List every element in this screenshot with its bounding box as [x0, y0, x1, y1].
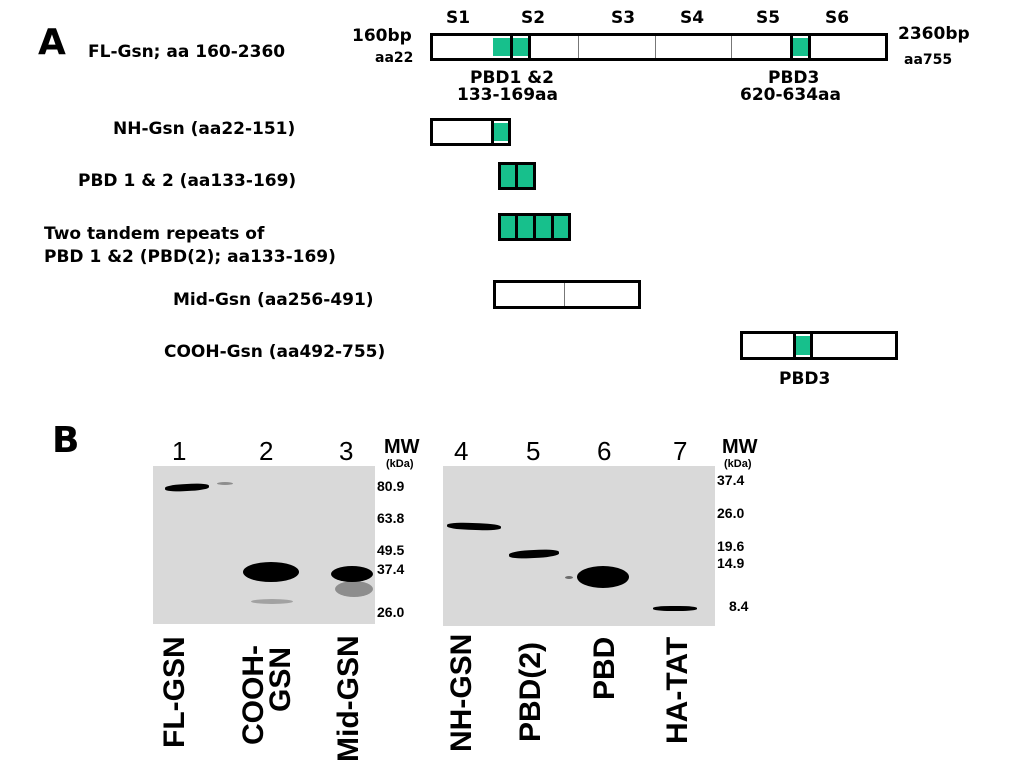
- pbd3-domain: [793, 38, 808, 56]
- pbd12-label: PBD1 &2: [470, 68, 554, 88]
- segment-label-s2: S2: [521, 8, 546, 28]
- fl-gsn-label: FL-Gsn; aa 160-2360: [88, 42, 286, 62]
- right-marker-37-4: 37.4: [717, 472, 745, 488]
- lane-number-5: 5: [526, 436, 541, 466]
- end-bp-label: 2360bp: [898, 24, 970, 44]
- pbd3-label: PBD3: [768, 68, 820, 88]
- segment-label-s3: S3: [611, 8, 636, 28]
- segment-label-s1: S1: [446, 8, 471, 28]
- nh-gsn-label: NH-Gsn (aa22-151): [113, 119, 296, 139]
- right-gel-blot: [443, 466, 715, 626]
- lane-label-cooh-line2: GSN: [264, 646, 297, 712]
- pbd12-bar: [498, 162, 536, 190]
- right-mw-header: MW: [722, 436, 758, 458]
- lane-number-2: 2: [259, 436, 274, 466]
- cooh-gsn-label: COOH-Gsn (aa492-755): [164, 342, 386, 362]
- left-mw-header: MW: [384, 436, 420, 458]
- lane-number-4: 4: [454, 436, 469, 466]
- pbd3-range: 620-634aa: [740, 85, 841, 105]
- left-marker-63-8: 63.8: [377, 510, 405, 526]
- segment-label-s6: S6: [825, 8, 850, 28]
- nh-gsn-bar: [430, 118, 511, 146]
- nh-gsn-pbd: [494, 123, 508, 141]
- end-aa-label: aa755: [904, 52, 953, 68]
- cooh-gsn-pbd3: [796, 336, 810, 355]
- left-marker-26-0: 26.0: [377, 604, 405, 620]
- lane-label-pbd: PBD: [588, 636, 621, 700]
- segment-label-s4: S4: [680, 8, 705, 28]
- tandem-label-line2: PBD 1 &2 (PBD(2); aa133-169): [44, 247, 336, 267]
- band-pbd: [577, 566, 629, 588]
- right-marker-8-4: 8.4: [729, 598, 749, 614]
- lane-number-3: 3: [339, 436, 354, 466]
- mid-gsn-bar: [493, 280, 641, 309]
- band-fl-gsn: [164, 482, 210, 493]
- band-mid-gsn: [331, 566, 373, 582]
- left-gel-blot: [153, 466, 375, 624]
- panel-b-letter: B: [52, 420, 80, 461]
- band-cooh-gsn: [243, 562, 299, 582]
- panel-a-letter: A: [38, 22, 66, 63]
- start-bp-label: 160bp: [352, 26, 412, 46]
- band-pbd2: [508, 548, 560, 560]
- right-marker-26-0: 26.0: [717, 505, 745, 521]
- band-ha-tat: [653, 606, 697, 611]
- left-kda: (kDa): [386, 458, 414, 470]
- pbd1-domain: [493, 38, 510, 56]
- lane-label-ha-tat: HA-TAT: [661, 636, 694, 744]
- lane-number-7: 7: [673, 436, 688, 466]
- right-marker-14-9: 14.9: [717, 555, 745, 571]
- lane-label-nh-gsn: NH-GSN: [445, 633, 478, 752]
- pbd12-construct-label: PBD 1 & 2 (aa133-169): [78, 171, 297, 191]
- cooh-gsn-bar: [740, 331, 898, 360]
- lane-number-6: 6: [597, 436, 612, 466]
- segment-label-s5: S5: [756, 8, 781, 28]
- cooh-pbd3-label: PBD3: [779, 369, 831, 389]
- lane-label-fl-gsn: FL-GSN: [158, 636, 191, 748]
- tandem-pbd-bar: [498, 213, 571, 241]
- pbd2-domain: [513, 38, 528, 56]
- lane-label-pbd2: PBD(2): [514, 641, 547, 742]
- mid-gsn-label: Mid-Gsn (aa256-491): [173, 290, 374, 310]
- lane-number-1: 1: [172, 436, 187, 466]
- fl-gsn-bar: [430, 33, 888, 61]
- right-kda: (kDa): [724, 458, 752, 470]
- left-marker-49-5: 49.5: [377, 542, 405, 558]
- lane-label-mid-gsn: Mid-GSN: [332, 635, 365, 762]
- pbd12-range: 133-169aa: [457, 85, 558, 105]
- right-marker-19-6: 19.6: [717, 538, 745, 554]
- start-aa-label: aa22: [375, 50, 414, 66]
- tandem-label-line1: Two tandem repeats of: [44, 224, 265, 244]
- band-nh-gsn: [446, 522, 502, 531]
- left-marker-80-9: 80.9: [377, 478, 405, 494]
- left-marker-37-4: 37.4: [377, 561, 405, 577]
